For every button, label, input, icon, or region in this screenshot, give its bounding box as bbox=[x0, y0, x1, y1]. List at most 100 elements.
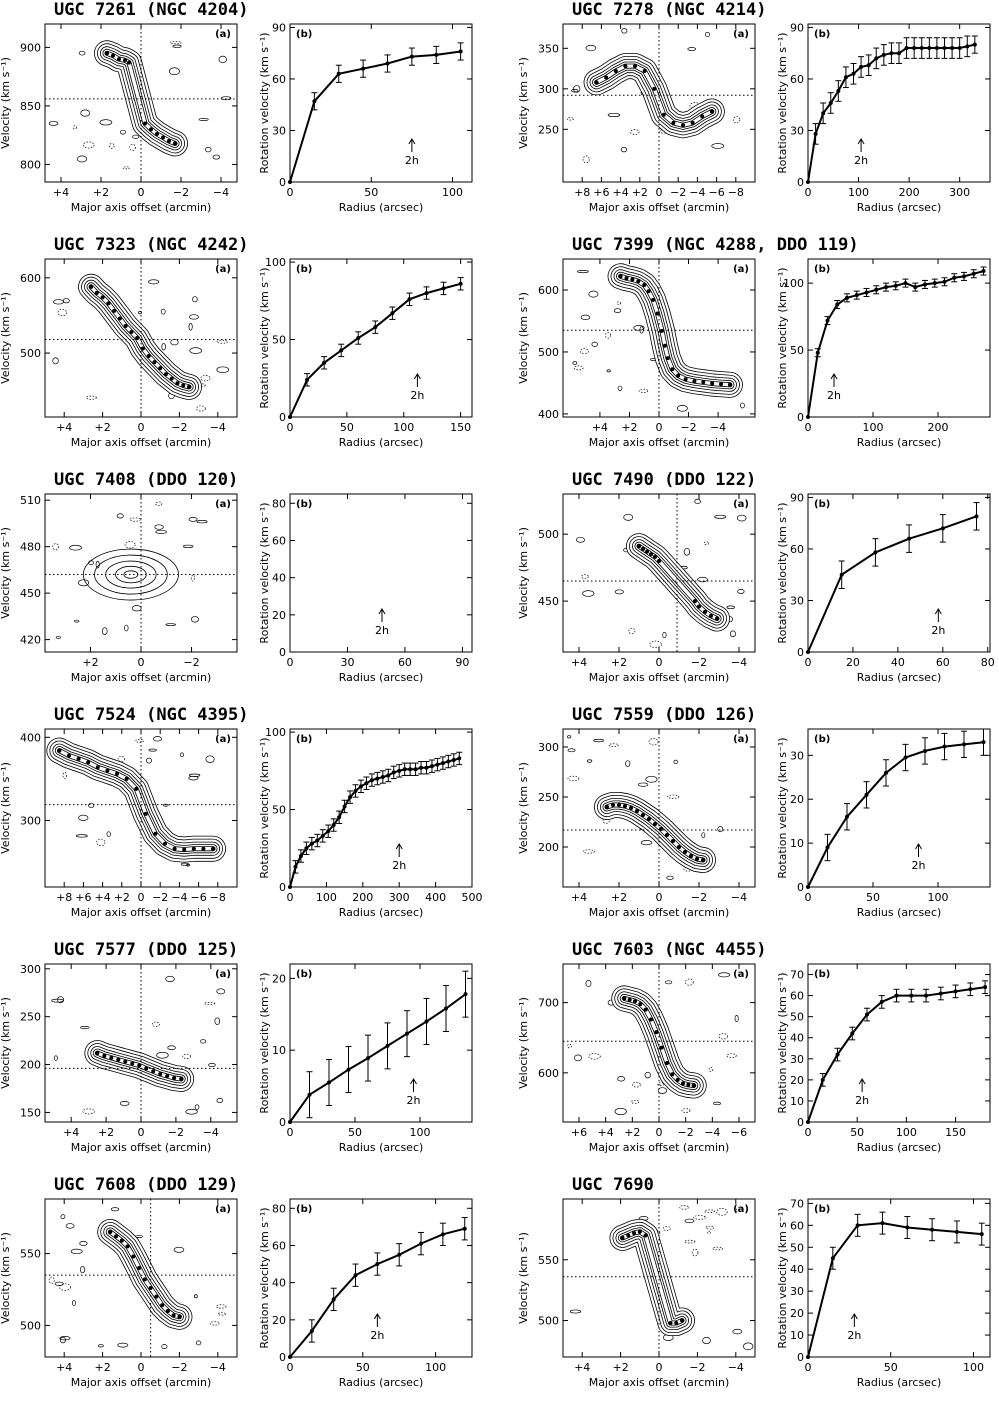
y-axis-label: Rotation velocity (km s⁻¹) bbox=[258, 32, 271, 173]
x-tick-label: +4 bbox=[56, 1361, 72, 1374]
rotation-point bbox=[144, 1066, 149, 1071]
noise-contour bbox=[189, 347, 202, 354]
y-tick-label: 550 bbox=[538, 1254, 559, 1267]
noise-contour bbox=[732, 1328, 743, 1335]
rotation-point bbox=[100, 295, 105, 300]
x-tick-label: 30 bbox=[340, 656, 354, 669]
noise-contour bbox=[606, 369, 611, 373]
noise-contour bbox=[196, 405, 206, 412]
rotation-point bbox=[643, 1233, 648, 1238]
rotation-point bbox=[109, 1055, 114, 1060]
noise-contour bbox=[203, 1002, 216, 1005]
noise-contour bbox=[644, 1071, 651, 1079]
rotation-point bbox=[154, 1294, 159, 1299]
noise-contour bbox=[217, 1312, 227, 1316]
rotation-point bbox=[690, 120, 695, 125]
noise-contour bbox=[667, 794, 680, 799]
rotation-point bbox=[692, 379, 697, 384]
rotation-point bbox=[419, 1241, 424, 1246]
galaxy-panel-ugc-7490: UGC 7490 (DDO 122) +4 +2 0 −2 −4 450 500 (a) Majo… bbox=[517, 470, 999, 705]
noise-contour bbox=[676, 405, 688, 412]
galaxy-charts: +8 +6 +4 +2 0 −2 −4 −6 −8 300 400 (a) Major axis off… bbox=[0, 726, 483, 919]
x-axis-label: Major axis offset (arcmin) bbox=[589, 201, 730, 214]
y-tick-label: 0 bbox=[797, 881, 804, 894]
y-tick-label: 150 bbox=[20, 1106, 41, 1119]
rotation-curve-line bbox=[289, 993, 467, 1123]
noise-contour bbox=[48, 121, 59, 126]
rotation-point bbox=[356, 336, 361, 340]
y-tick-label: 0 bbox=[279, 176, 286, 189]
x-tick-label: +6 bbox=[593, 186, 609, 199]
rotation-point bbox=[181, 383, 186, 388]
rotation-curve-line bbox=[807, 986, 986, 1123]
noise-contour bbox=[138, 310, 142, 315]
rotation-point bbox=[649, 552, 653, 557]
panel-label: (a) bbox=[215, 29, 231, 40]
rotation-point bbox=[843, 75, 848, 80]
noise-contour bbox=[705, 31, 710, 38]
x-axis-label: Major axis offset (arcmin) bbox=[589, 1141, 730, 1154]
rotation-point bbox=[668, 1320, 673, 1325]
rotation-point bbox=[691, 1083, 696, 1088]
noise-contour bbox=[116, 513, 124, 519]
x-tick-label: +4 bbox=[571, 891, 587, 904]
y-axis-label: Rotation velocity (km s⁻¹) bbox=[776, 972, 789, 1113]
y-tick-label: 300 bbox=[538, 83, 559, 96]
rotation-point bbox=[923, 282, 927, 287]
x-tick-label: +2 bbox=[94, 421, 110, 434]
rotation-point bbox=[942, 744, 947, 749]
rotation-curve-line bbox=[289, 282, 461, 418]
noise-contour bbox=[72, 1300, 76, 1306]
rotation-point bbox=[962, 274, 966, 279]
rotation-point bbox=[155, 132, 159, 137]
noise-contour bbox=[664, 980, 673, 985]
rotation-point bbox=[95, 1051, 100, 1056]
rotation-point bbox=[397, 768, 402, 773]
y-axis-label: Velocity (km s⁻¹) bbox=[517, 1232, 530, 1324]
rotation-point bbox=[309, 841, 314, 846]
rotation-point bbox=[659, 328, 664, 333]
rotation-point bbox=[813, 131, 818, 136]
rotation-point bbox=[57, 748, 62, 753]
noise-contour bbox=[637, 782, 649, 787]
rotation-point bbox=[879, 999, 884, 1004]
noise-contour bbox=[734, 1015, 739, 1022]
x-tick-label: +2 bbox=[94, 1361, 110, 1374]
noise-contour bbox=[640, 840, 653, 846]
rotation-point bbox=[172, 846, 177, 851]
rotation-point bbox=[904, 46, 909, 51]
rotation-point bbox=[89, 284, 94, 289]
noise-contour bbox=[52, 357, 59, 365]
rotation-point bbox=[709, 109, 714, 114]
rotation-point bbox=[444, 1006, 448, 1011]
x-tick-label: 100 bbox=[410, 1126, 431, 1139]
noise-contour bbox=[714, 514, 727, 519]
noise-contour bbox=[173, 1246, 185, 1253]
rotation-point bbox=[161, 135, 165, 140]
x-tick-label: 0 bbox=[287, 421, 294, 434]
noise-contour bbox=[718, 1033, 728, 1040]
marker-arrow-head bbox=[413, 373, 421, 380]
rotation-point bbox=[646, 289, 651, 294]
y-tick-label: 20 bbox=[790, 1074, 804, 1087]
noise-contour bbox=[69, 544, 82, 551]
noise-contour bbox=[131, 605, 142, 612]
x-tick-label: 0 bbox=[656, 186, 663, 199]
noise-contour bbox=[216, 988, 226, 995]
rotation-point bbox=[134, 786, 139, 791]
rotation-point bbox=[683, 850, 687, 854]
rotation-point bbox=[662, 343, 667, 348]
noise-contour bbox=[607, 112, 621, 117]
rotation-point bbox=[884, 770, 888, 775]
noise-contour bbox=[218, 55, 227, 64]
noise-contour bbox=[65, 1223, 75, 1229]
rotation-point bbox=[375, 776, 380, 781]
rotation-point bbox=[152, 360, 157, 365]
rotation-point bbox=[864, 290, 869, 295]
noise-contour bbox=[192, 296, 198, 303]
noise-contour bbox=[200, 375, 211, 382]
rotation-point bbox=[604, 75, 609, 80]
x-tick-label: 0 bbox=[287, 656, 294, 669]
